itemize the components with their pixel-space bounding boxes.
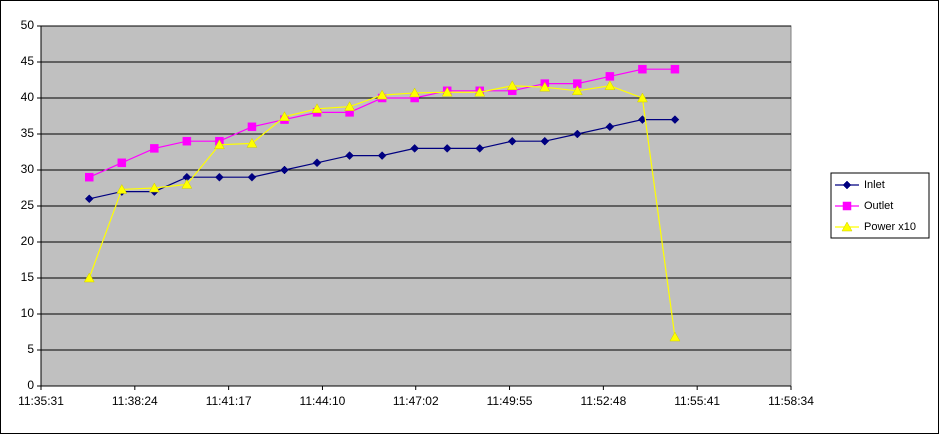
legend-label: Power x10 [864,221,916,233]
y-tick-label: 50 [21,18,35,32]
marker [539,81,551,92]
marker [669,331,681,342]
marker [150,144,159,153]
marker [83,272,95,283]
y-tick-label: 35 [21,126,35,140]
marker [474,86,486,97]
y-tick-label: 45 [21,54,35,68]
marker [604,80,616,91]
marker [246,137,258,148]
x-tick-label: 11:49:55 [487,394,533,408]
marker [507,136,517,146]
marker [605,122,615,132]
marker [441,86,453,97]
marker [247,122,257,132]
marker [279,111,290,121]
legend: Inlet Outlet Power x10 [835,179,916,233]
marker [345,151,354,160]
marker [842,180,852,190]
x-tick-label: 11:41:17 [206,394,252,408]
legend-label: Outlet [864,200,893,212]
marker [181,178,193,189]
marker [377,151,387,160]
y-tick-label: 25 [21,198,35,212]
x-tick-label: 11:47:02 [393,394,439,408]
x-tick-label: 11:35:31 [18,394,64,408]
y-tick-label: 10 [21,306,35,320]
marker [670,115,680,124]
x-tick-label: 11:44:10 [300,394,346,408]
marker [215,172,224,182]
marker [571,85,583,96]
marker [410,144,419,153]
marker [280,165,289,175]
marker [247,172,257,182]
x-tick-label: 11:58:34 [768,394,814,408]
y-tick-label: 40 [21,90,35,104]
marker [344,101,355,111]
x-tick-label: 11:52:48 [580,394,626,408]
x-tick-label: 11:55:41 [674,394,720,408]
marker [842,201,852,211]
marker [409,87,421,98]
legend-label: Inlet [864,179,885,191]
marker [312,158,322,168]
marker [636,92,648,103]
marker [85,172,94,182]
marker [841,221,853,232]
marker [442,144,452,153]
x-tick-label: 11:38:24 [112,394,158,408]
y-tick-label: 0 [27,378,34,392]
marker [84,194,94,204]
y-tick-label: 20 [21,234,35,248]
marker [638,64,647,74]
y-tick-label: 30 [21,162,35,176]
marker [311,103,323,114]
marker [572,129,582,139]
marker [182,136,192,146]
marker [376,89,388,100]
marker [475,144,485,153]
marker [148,182,160,193]
marker [213,139,225,150]
marker [605,72,615,81]
marker [117,158,127,168]
marker [506,80,518,91]
marker [540,136,550,146]
y-tick-label: 15 [21,270,35,284]
marker [116,183,128,194]
marker [670,64,680,74]
y-tick-label: 5 [27,342,34,356]
